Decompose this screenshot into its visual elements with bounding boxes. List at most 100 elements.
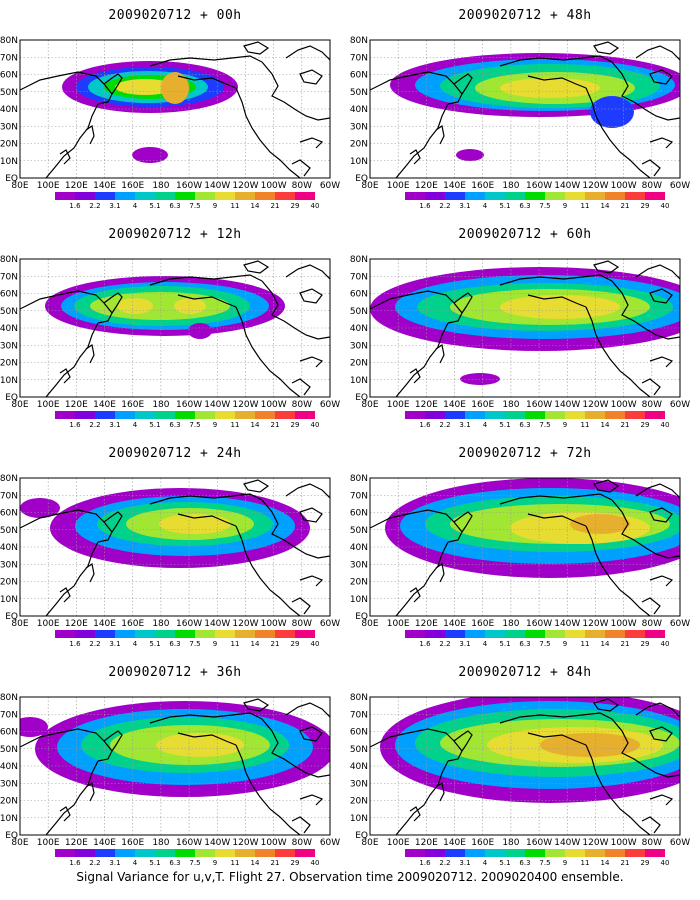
colorbar-swatch [405,630,425,638]
longitude-label: 160W [176,838,202,848]
longitude-label: 80W [642,838,662,848]
colorbar-swatch [465,630,485,638]
colorbar: 1.6 2.2 3.1 4 5.1 6.3 7.5 9 11 14 21 29 40 [405,849,669,867]
variance-field [20,701,330,797]
map-frame [369,477,681,617]
longitude-label: 100W [261,838,287,848]
latitude-label: 60N [350,509,368,519]
forecast-panel: 2009020712 + 12h 80N 70N 60N 50N 40N 30N 20N 10N… [0,219,350,439]
map-frame [369,39,681,179]
colorbar-label: 14 [601,202,610,210]
latitude-label: 80N [350,255,368,265]
colorbar-swatch [115,411,135,419]
map-frame [19,39,331,179]
grid-lines [20,697,330,835]
longitude-label: 60W [320,181,340,191]
colorbar-label: 14 [251,859,260,867]
colorbar-swatch [75,630,95,638]
longitude-label: 100E [387,619,410,629]
colorbar-swatch [585,849,605,857]
colorbar-swatch [275,630,295,638]
coastlines [20,479,330,616]
colorbar-label: 7.5 [539,202,550,210]
latitude-label: 80N [0,474,18,484]
colorbar-label: 4 [483,640,488,648]
latitude-label: 10N [0,376,18,386]
colorbar-label: 3.1 [459,202,470,210]
colorbar-swatch [465,849,485,857]
map-frame [19,258,331,398]
longitude-label: 180 [152,838,169,848]
latitude-label: 60N [0,509,18,519]
colorbar-swatch [525,849,545,857]
latitude-label: 60N [0,71,18,81]
longitude-label: 60W [320,838,340,848]
colorbar-label: 3.1 [109,859,120,867]
latitude-label: 70N [350,272,368,282]
colorbar-swatch [295,411,315,419]
colorbar-label: 5.1 [149,202,160,210]
longitude-label: 60W [320,400,340,410]
panel-title: 2009020712 + 12h [108,227,242,242]
latitude-label: 40N [350,324,368,334]
colorbar-swatch [95,411,115,419]
colorbar-swatch [175,411,195,419]
longitude-label: 120W [232,619,258,629]
colorbar-label: 14 [251,202,260,210]
longitude-label: 180 [152,181,169,191]
colorbar-label: 6.3 [519,859,530,867]
colorbar-swatch [405,849,425,857]
longitude-label: 160E [471,619,494,629]
latitude-label: 70N [350,53,368,63]
grid-lines [370,259,680,397]
colorbar-label: 5.1 [499,640,510,648]
longitude-label: 140E [443,181,466,191]
colorbar-swatch [55,192,75,200]
longitude-label: 120E [65,400,88,410]
colorbar-label: 4 [133,640,138,648]
colorbar-label: 3.1 [459,640,470,648]
colorbar-label: 4 [483,421,488,429]
latitude-label: 70N [350,491,368,501]
colorbar-swatch [625,411,645,419]
longitude-label: 140E [443,838,466,848]
longitude-label: 120W [582,400,608,410]
latitude-label: 60N [350,290,368,300]
grid-lines [20,40,330,178]
colorbar-swatch [195,411,215,419]
colorbar-label: 4 [133,859,138,867]
latitude-label: 30N [0,122,18,132]
colorbar-label: 6.3 [169,202,180,210]
panel-title: 2009020712 + 84h [458,665,592,680]
colorbar-label: 4 [133,202,138,210]
colorbar-swatch [255,630,275,638]
longitude-label: 120W [232,400,258,410]
colorbar-label: 9 [563,421,567,429]
colorbar-label: 6.3 [519,421,530,429]
latitude-label: 30N [0,779,18,789]
colorbar-label: 2.2 [439,421,450,429]
latitude-label: 10N [0,595,18,605]
colorbar-label: 40 [311,640,320,648]
latitude-label: 50N [350,745,368,755]
colorbar-label: 21 [271,859,280,867]
coastlines [370,41,680,178]
colorbar-swatch [155,630,175,638]
colorbar-swatch [425,411,445,419]
longitude-label: 140W [204,181,230,191]
latitude-label: 80N [350,474,368,484]
latitude-label: 20N [350,578,368,588]
longitude-label: 80E [361,400,378,410]
latitude-label: 10N [350,595,368,605]
longitude-label: 140W [554,619,580,629]
colorbar-label: 29 [291,640,300,648]
colorbar-swatch [55,849,75,857]
colorbar-swatch [235,411,255,419]
colorbar-label: 9 [213,202,217,210]
colorbar-swatch [75,411,95,419]
longitude-label: 100W [261,400,287,410]
colorbar-swatch [195,192,215,200]
